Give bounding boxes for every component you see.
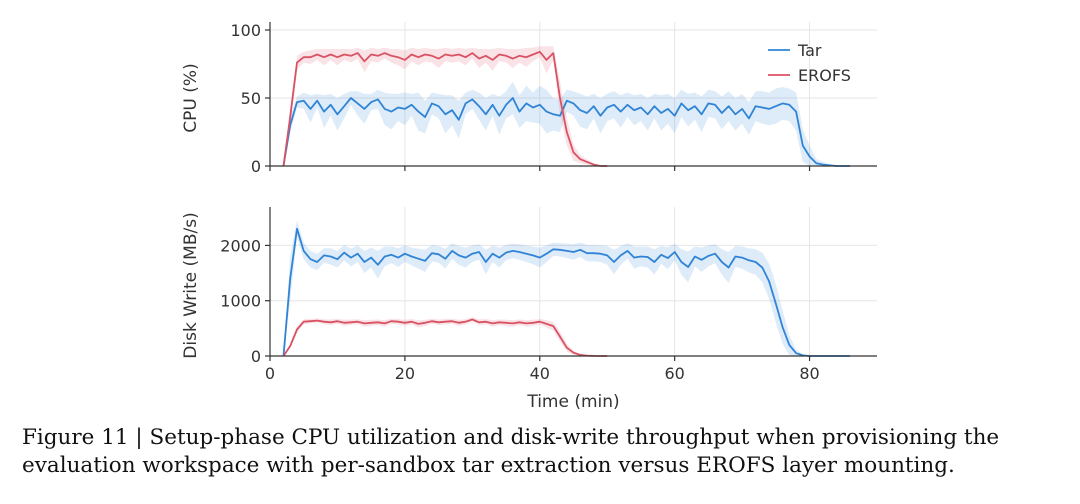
x-tick-label: 60: [664, 364, 684, 383]
y-tick-label: 0: [251, 157, 261, 176]
legend: Tar EROFS: [768, 41, 851, 85]
series-band-erofs: [283, 317, 608, 356]
y-axis-label: Disk Write (MB/s): [181, 212, 201, 358]
series-line-tar: [282, 97, 850, 167]
chart-panel-0: 0 50 100 CPU (%) Tar EROFS: [181, 21, 877, 176]
y-tick-label: 0: [251, 347, 261, 366]
x-tick-label: 0: [265, 364, 275, 383]
y-tick-label: 50: [241, 89, 261, 108]
x-tick-label: 40: [530, 364, 550, 383]
figure-caption: Figure 11 | Setup-phase CPU utilization …: [22, 425, 1000, 478]
x-tick-label: 80: [799, 364, 819, 383]
legend-label-tar: Tar: [797, 41, 822, 60]
y-tick-label: 100: [230, 21, 261, 40]
series-line-erofs: [282, 318, 608, 357]
series-band-tar: [283, 220, 850, 356]
x-tick-label: 20: [395, 364, 415, 383]
y-axis-label: CPU (%): [181, 63, 201, 132]
x-axis-label: Time (min): [526, 392, 619, 412]
series-line-tar: [282, 227, 850, 357]
legend-label-erofs: EROFS: [798, 66, 851, 85]
y-tick-label: 1000: [220, 292, 261, 311]
setup-phase-charts: 0 50 100 CPU (%) Tar EROFS 0 1000 2000 0 20 40 60 80 D…: [181, 21, 877, 412]
chart-panel-1: 0 1000 2000 0 20 40 60 80 Disk Write (MB/s) Time …: [181, 207, 877, 412]
series-line-erofs: [282, 50, 608, 167]
y-tick-label: 2000: [220, 236, 261, 255]
